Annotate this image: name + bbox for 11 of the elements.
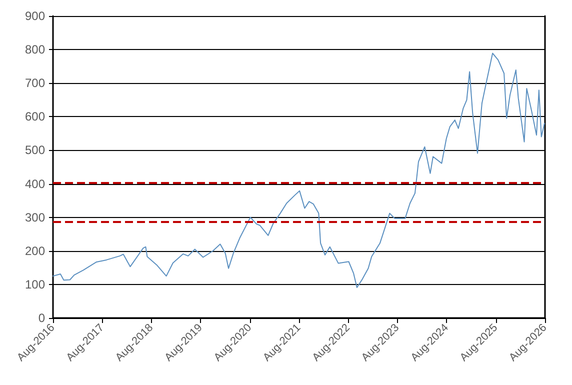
y-tick-label: 100 (24, 277, 46, 292)
line-series (52, 52, 545, 288)
y-tick-label: 900 (24, 9, 46, 23)
y-tick-label: 200 (24, 244, 46, 258)
y-tick-label: 500 (24, 143, 46, 158)
y-tick-label: 800 (24, 42, 46, 57)
y-tick-label: 300 (24, 210, 46, 224)
y-tick-label: 400 (24, 176, 46, 191)
y-tick-label: 600 (24, 110, 46, 124)
y-tick-label: 700 (24, 76, 46, 90)
y-tick-label: 0 (38, 311, 46, 325)
